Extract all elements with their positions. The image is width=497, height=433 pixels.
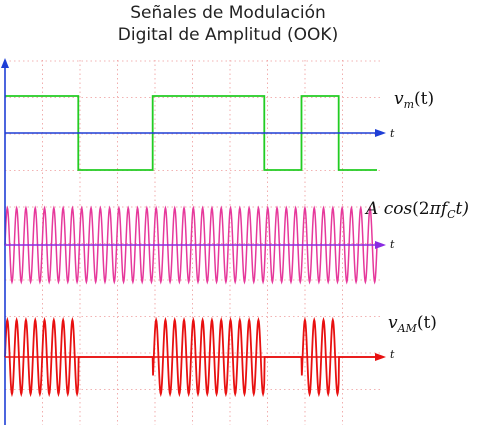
- modulated-label-sub: AM: [397, 322, 418, 335]
- axes-layer: [1, 58, 386, 425]
- modulated-signal-label: vAM(t): [388, 313, 437, 335]
- modulated-time-axis-arrow: [375, 353, 386, 361]
- message-label-arg: (t): [414, 89, 434, 109]
- vertical-axis-arrow: [1, 58, 9, 68]
- carrier-axis-t-label: t: [390, 238, 395, 251]
- carrier-label-f-sub: C: [447, 208, 456, 221]
- modulated-label-main: v: [388, 313, 398, 333]
- carrier-label-close: t): [456, 199, 469, 219]
- message-axis-t-label: t: [390, 127, 395, 140]
- carrier-label-open: (2: [412, 199, 429, 219]
- modulated-label-arg: (t): [417, 313, 437, 333]
- figure-title-line-1: Señales de Modulación: [130, 3, 326, 23]
- message-label-sub: m: [404, 98, 414, 111]
- figure-title-line-2: Digital de Amplitud (OOK): [118, 25, 338, 45]
- message-time-axis-arrow: [375, 129, 386, 137]
- carrier-signal-label: A cos(2πfCt): [364, 199, 469, 221]
- carrier-label-f: f: [439, 199, 450, 219]
- carrier-label-cos: cos: [384, 199, 413, 219]
- carrier-label-pi: π: [429, 199, 442, 219]
- message-signal-label: vm(t): [394, 89, 434, 111]
- carrier-time-axis-arrow: [375, 241, 386, 249]
- carrier-label-amplitude: A: [364, 199, 378, 219]
- modulated-axis-t-label: t: [390, 348, 395, 361]
- message-label-main: v: [394, 89, 404, 109]
